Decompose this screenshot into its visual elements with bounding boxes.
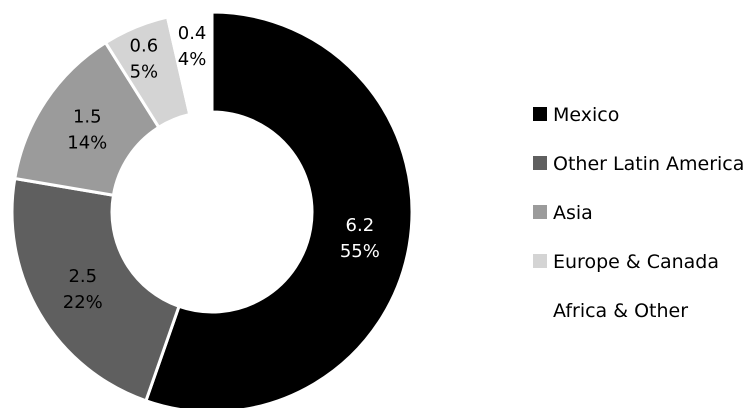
legend-label-europe-and-canada: Europe & Canada: [553, 251, 719, 273]
legend-label-africa-and-other: Africa & Other: [553, 300, 688, 322]
slice-value-label-europe-and-canada: 0.6: [130, 36, 159, 57]
slice-percent-label-asia: 14%: [67, 133, 107, 154]
slice-percent-label-other-latin-america: 22%: [63, 292, 103, 313]
slice-percent-label-africa-and-other: 4%: [178, 49, 207, 70]
legend-label-asia: Asia: [553, 202, 593, 224]
legend: Mexico Other Latin America Asia Europe & Ca…: [533, 104, 744, 322]
slice-value-label-asia: 1.5: [73, 107, 102, 128]
legend-label-other-latin-america: Other Latin America: [553, 153, 744, 175]
slice-africa-and-other: [165, 10, 214, 117]
legend-swatch-europe-and-canada: [533, 254, 547, 268]
legend-swatch-mexico: [533, 107, 547, 121]
slice-percent-label-europe-and-canada: 5%: [130, 62, 159, 83]
slice-percent-label-mexico: 55%: [340, 241, 380, 262]
legend-label-mexico: Mexico: [553, 104, 619, 126]
slice-value-label-mexico: 6.2: [346, 215, 375, 236]
legend-swatch-africa-and-other: [533, 303, 547, 317]
legend-swatch-other-latin-america: [533, 156, 547, 170]
slice-other-latin-america: [10, 176, 181, 403]
slices-layer: [10, 10, 414, 408]
slice-value-label-other-latin-america: 2.5: [68, 266, 97, 287]
slice-value-label-africa-and-other: 0.4: [178, 23, 207, 44]
legend-swatch-asia: [533, 205, 547, 219]
slice-labels-layer: 6.2 55% 2.5 22% 1.5 14% 0.6 5% 0.4 4%: [63, 23, 380, 313]
